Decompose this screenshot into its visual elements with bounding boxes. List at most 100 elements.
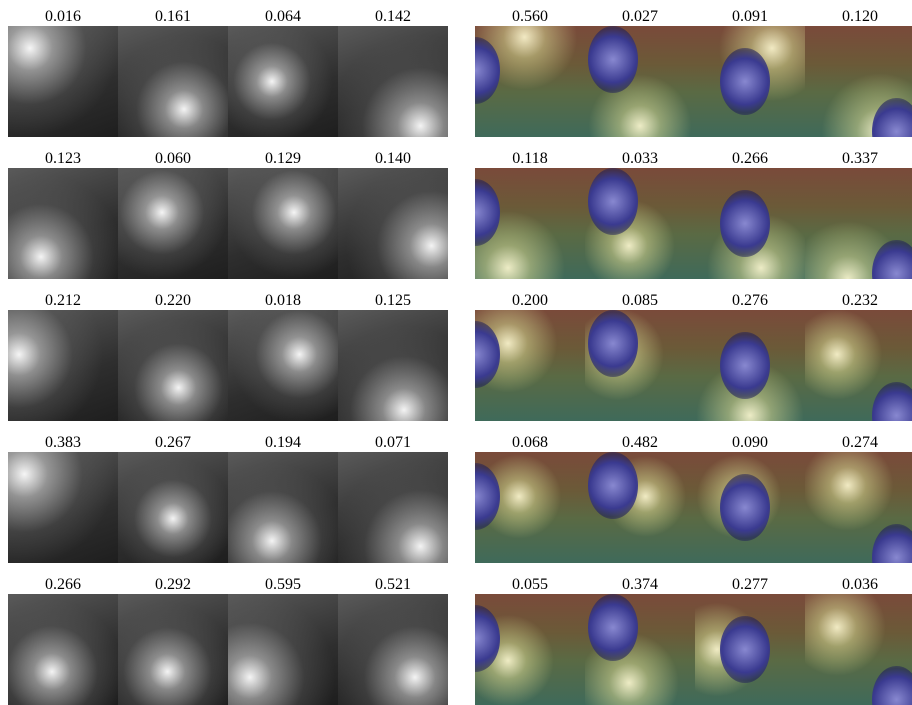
right-score: 0.374 xyxy=(585,576,695,594)
left-score: 0.129 xyxy=(228,150,338,168)
overlay-blob xyxy=(475,605,500,672)
left-image xyxy=(338,452,448,563)
left-score: 0.194 xyxy=(228,434,338,452)
left-score: 0.016 xyxy=(8,8,118,26)
left-score: 0.595 xyxy=(228,576,338,594)
overlay-blob xyxy=(475,463,500,530)
overlay-blob xyxy=(588,594,638,661)
right-score: 0.266 xyxy=(695,150,805,168)
left-score: 0.140 xyxy=(338,150,448,168)
right-image xyxy=(695,168,805,279)
overlay-blob xyxy=(588,310,638,377)
right-image xyxy=(475,26,585,137)
right-image xyxy=(695,594,805,705)
left-image xyxy=(228,452,338,563)
left-score: 0.521 xyxy=(338,576,448,594)
left-score: 0.142 xyxy=(338,8,448,26)
left-score: 0.161 xyxy=(118,8,228,26)
left-image xyxy=(118,594,228,705)
right-score: 0.033 xyxy=(585,150,695,168)
left-score: 0.064 xyxy=(228,8,338,26)
left-image xyxy=(338,594,448,705)
right-score: 0.036 xyxy=(805,576,912,594)
right-score: 0.068 xyxy=(475,434,585,452)
right-score: 0.091 xyxy=(695,8,805,26)
overlay-blob xyxy=(588,452,638,519)
right-image xyxy=(585,26,695,137)
right-score: 0.120 xyxy=(805,8,912,26)
right-score: 0.277 xyxy=(695,576,805,594)
overlay-blob xyxy=(872,240,912,279)
overlay-blob xyxy=(720,474,770,541)
right-image xyxy=(805,310,912,421)
right-score: 0.090 xyxy=(695,434,805,452)
left-score: 0.123 xyxy=(8,150,118,168)
left-score: 0.125 xyxy=(338,292,448,310)
right-image xyxy=(585,310,695,421)
left-image xyxy=(8,452,118,563)
overlay-blob xyxy=(720,616,770,683)
right-image xyxy=(805,26,912,137)
overlay-blob xyxy=(588,168,638,235)
right-image xyxy=(475,594,585,705)
left-score: 0.018 xyxy=(228,292,338,310)
left-image xyxy=(228,594,338,705)
right-image xyxy=(805,594,912,705)
overlay-blob xyxy=(872,382,912,421)
right-image xyxy=(475,310,585,421)
left-image xyxy=(8,168,118,279)
right-image xyxy=(695,310,805,421)
left-score: 0.220 xyxy=(118,292,228,310)
left-image xyxy=(228,310,338,421)
left-image xyxy=(338,26,448,137)
overlay-blob xyxy=(475,179,500,246)
left-image xyxy=(338,168,448,279)
overlay-blob xyxy=(475,37,500,104)
right-score: 0.337 xyxy=(805,150,912,168)
right-image xyxy=(805,168,912,279)
right-score: 0.274 xyxy=(805,434,912,452)
overlay-blob xyxy=(720,48,770,115)
left-image xyxy=(228,26,338,137)
left-image xyxy=(118,168,228,279)
right-image xyxy=(585,168,695,279)
left-score: 0.266 xyxy=(8,576,118,594)
right-image xyxy=(695,26,805,137)
overlay-blob xyxy=(872,524,912,563)
right-score: 0.085 xyxy=(585,292,695,310)
right-image xyxy=(805,452,912,563)
right-image xyxy=(475,452,585,563)
left-image xyxy=(118,310,228,421)
right-image xyxy=(585,452,695,563)
left-score: 0.071 xyxy=(338,434,448,452)
overlay-blob xyxy=(720,332,770,399)
right-score: 0.276 xyxy=(695,292,805,310)
right-score: 0.027 xyxy=(585,8,695,26)
right-score: 0.560 xyxy=(475,8,585,26)
left-image xyxy=(8,310,118,421)
left-image xyxy=(118,452,228,563)
right-score: 0.055 xyxy=(475,576,585,594)
overlay-blob xyxy=(872,666,912,705)
overlay-blob xyxy=(720,190,770,257)
left-image xyxy=(338,310,448,421)
overlay-blob xyxy=(872,98,912,137)
right-score: 0.118 xyxy=(475,150,585,168)
left-image xyxy=(118,26,228,137)
left-score: 0.267 xyxy=(118,434,228,452)
right-image xyxy=(695,452,805,563)
right-image xyxy=(475,168,585,279)
right-image xyxy=(585,594,695,705)
left-image xyxy=(228,168,338,279)
left-image xyxy=(8,26,118,137)
left-score: 0.292 xyxy=(118,576,228,594)
left-score: 0.383 xyxy=(8,434,118,452)
overlay-blob xyxy=(588,26,638,93)
left-image xyxy=(8,594,118,705)
right-score: 0.200 xyxy=(475,292,585,310)
left-score: 0.060 xyxy=(118,150,228,168)
right-score: 0.232 xyxy=(805,292,912,310)
overlay-blob xyxy=(475,321,500,388)
figure: {"left": {"rows": [ ["0.016", "0.161", "… xyxy=(0,0,912,702)
left-score: 0.212 xyxy=(8,292,118,310)
